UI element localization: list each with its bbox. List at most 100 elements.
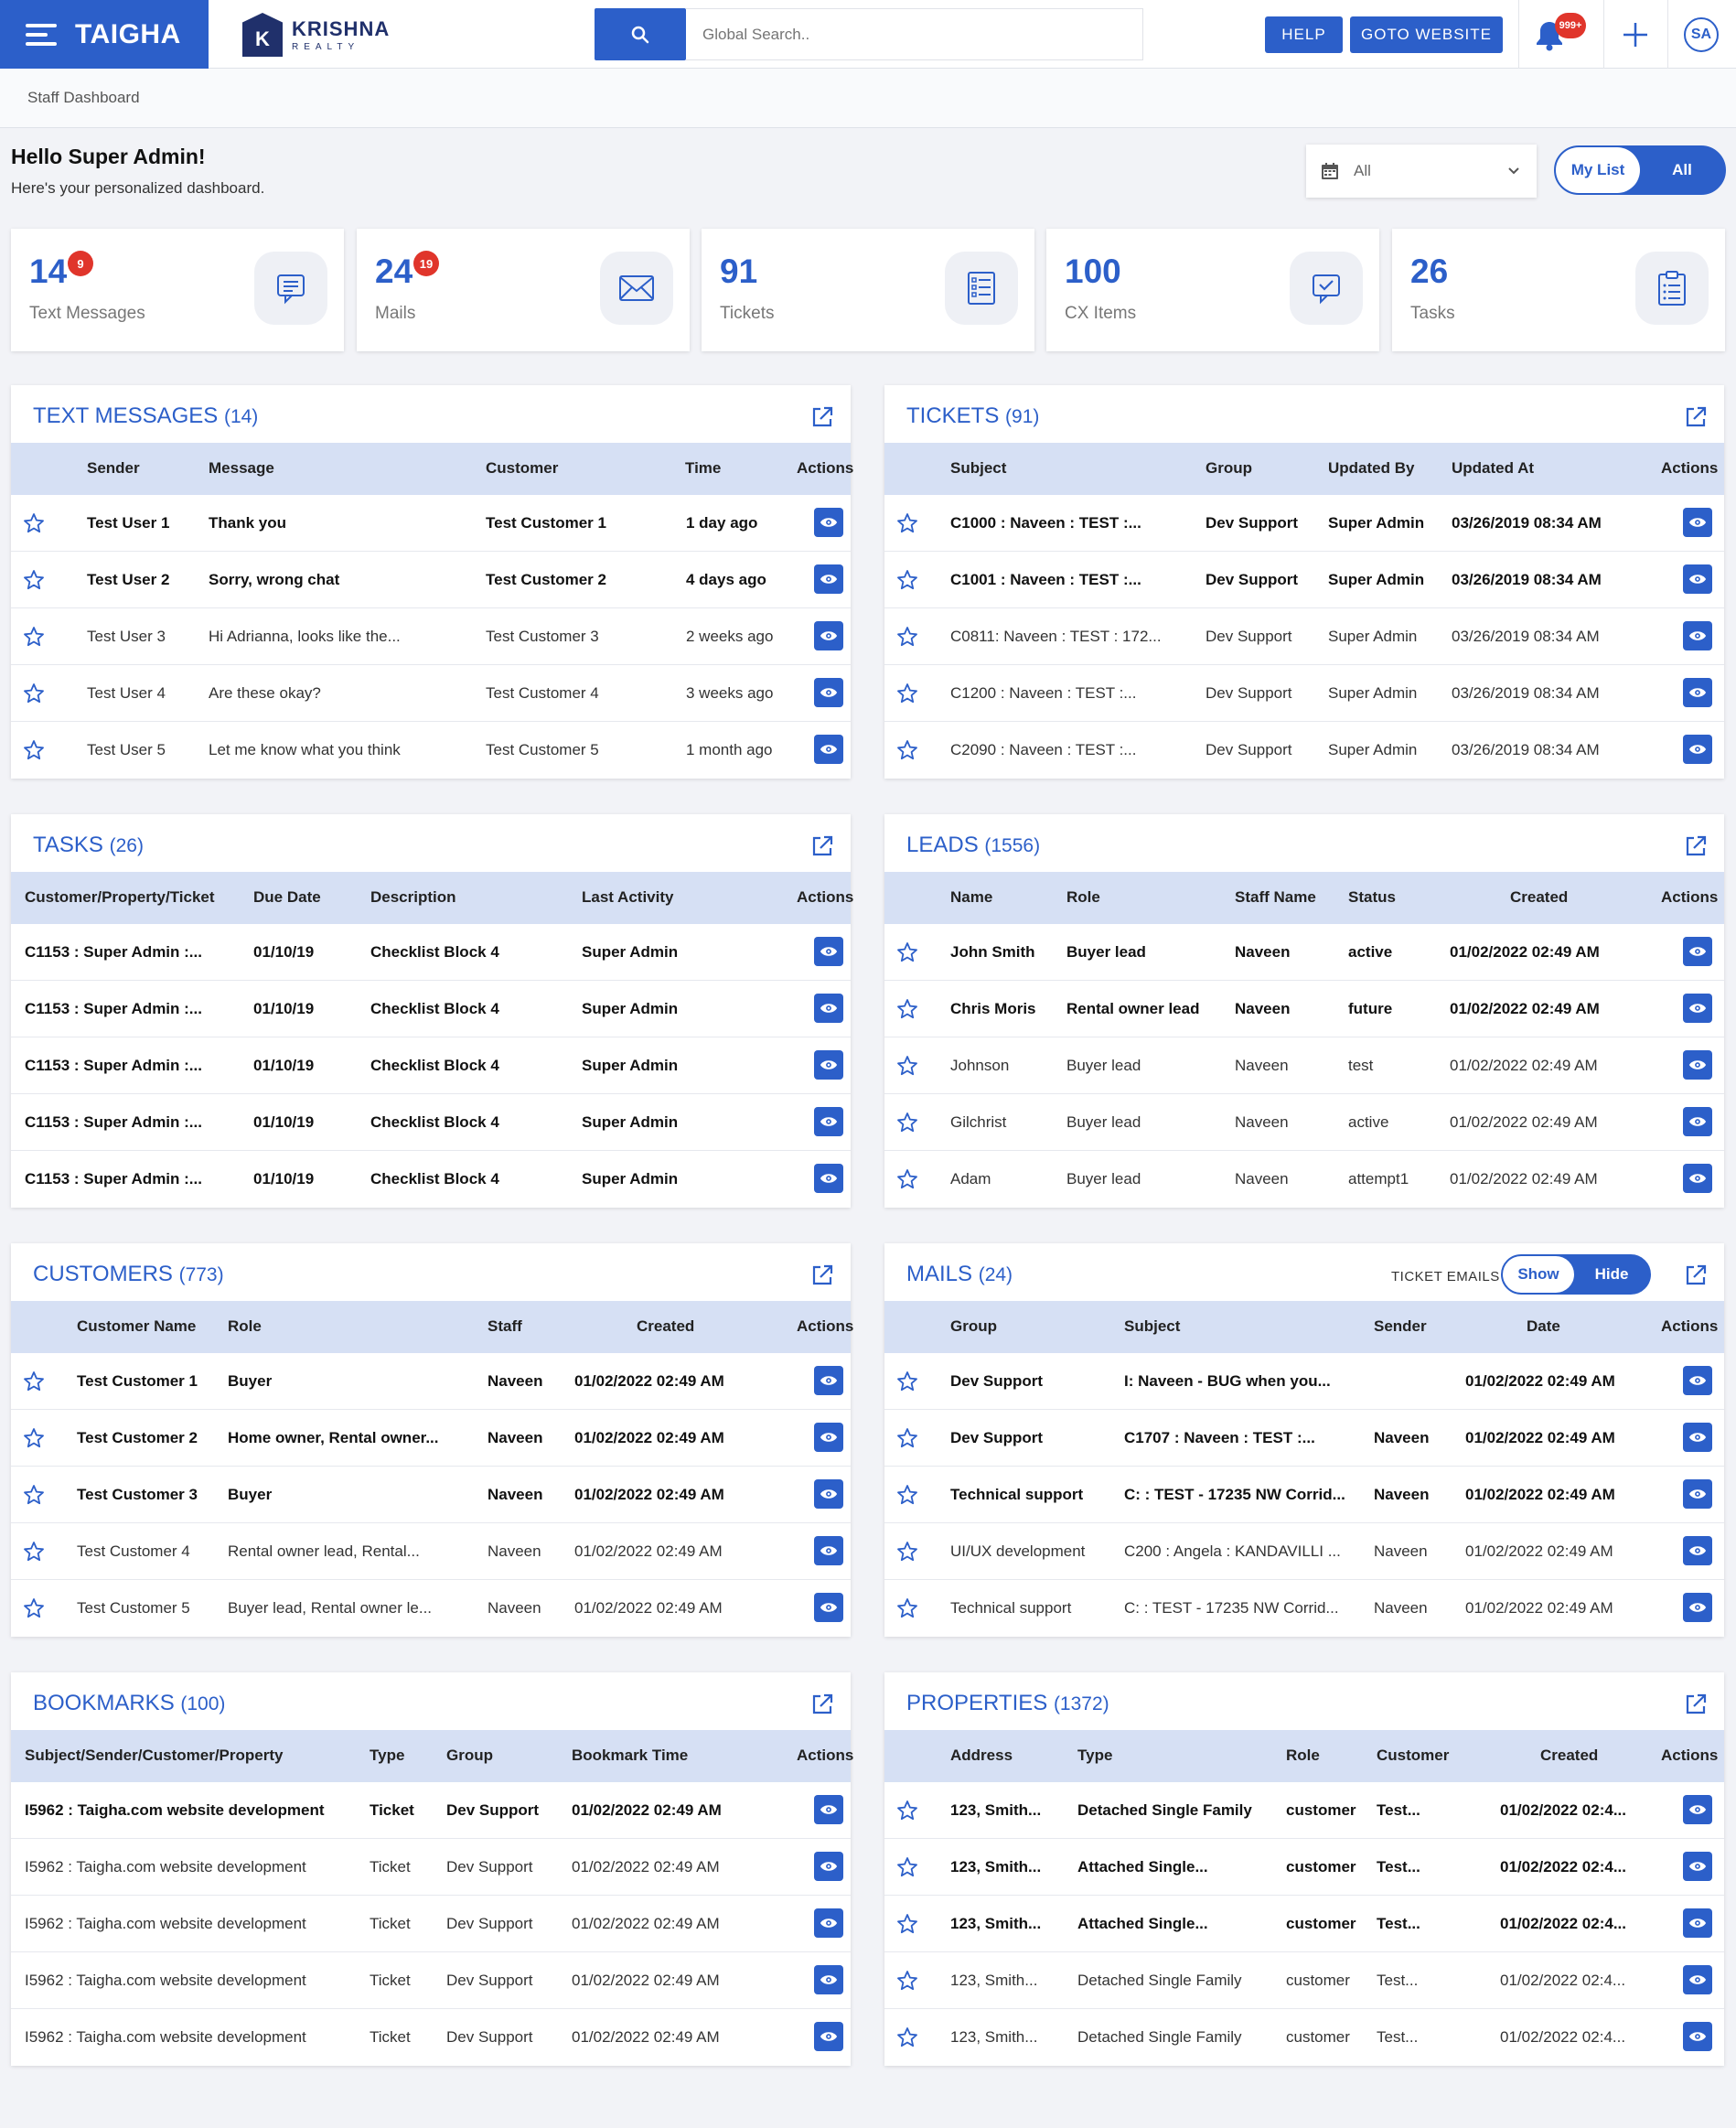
goto-website-button[interactable]: GOTO WEBSITE [1350, 16, 1503, 53]
star-icon[interactable] [896, 682, 918, 704]
my-list-option[interactable]: My List [1556, 147, 1640, 193]
all-option[interactable]: All [1672, 161, 1692, 178]
star-icon[interactable] [896, 1484, 918, 1506]
stat-card-tickets[interactable]: 91 Tickets [702, 229, 1034, 351]
table-row[interactable]: Technical support C: : TEST - 17235 NW Co… [884, 1580, 1724, 1637]
table-row[interactable]: 123, Smith... Attached Single... customer T… [884, 1839, 1724, 1896]
view-button[interactable] [1683, 1479, 1712, 1509]
view-button[interactable] [814, 1965, 843, 1994]
column-header[interactable]: Address [950, 1746, 1013, 1764]
column-header[interactable]: Updated By [1328, 459, 1415, 477]
view-button[interactable] [814, 1593, 843, 1622]
view-button[interactable] [1683, 1852, 1712, 1881]
open-external-icon[interactable] [1684, 1693, 1708, 1716]
view-button[interactable] [1683, 1107, 1712, 1136]
panel-title[interactable]: LEADS (1556) [906, 833, 1040, 858]
menu-icon[interactable] [26, 23, 57, 46]
open-external-icon[interactable] [810, 834, 834, 858]
column-header[interactable]: Customer [486, 459, 559, 477]
scope-select[interactable]: All [1306, 145, 1537, 198]
table-row[interactable]: I5962 : Taigha.com website development Ti… [11, 1952, 851, 2009]
view-button[interactable] [814, 1107, 843, 1136]
star-icon[interactable] [23, 1427, 45, 1449]
column-header[interactable]: Type [370, 1746, 405, 1764]
view-button[interactable] [814, 1050, 843, 1080]
view-button[interactable] [1683, 937, 1712, 966]
brand-logo[interactable]: TAIGHA [75, 18, 181, 49]
list-scope-toggle[interactable]: My List All [1554, 145, 1726, 195]
column-header[interactable]: Last Activity [582, 888, 674, 906]
star-icon[interactable] [23, 626, 45, 648]
star-icon[interactable] [23, 1484, 45, 1506]
column-header[interactable]: Subject/Sender/Customer/Property [25, 1746, 284, 1764]
column-header[interactable]: Role [228, 1317, 262, 1335]
table-row[interactable]: C1200 : Naveen : TEST :... Dev Support Sup… [884, 665, 1724, 722]
open-external-icon[interactable] [810, 405, 834, 429]
star-icon[interactable] [896, 1168, 918, 1190]
star-icon[interactable] [896, 1055, 918, 1077]
column-header[interactable]: Subject [950, 459, 1007, 477]
star-icon[interactable] [23, 1370, 45, 1392]
table-row[interactable]: Test Customer 3 Buyer Naveen 01/02/2022 02:… [11, 1467, 851, 1523]
open-external-icon[interactable] [1684, 1263, 1708, 1287]
table-row[interactable]: Technical support C: : TEST - 17235 NW Co… [884, 1467, 1724, 1523]
table-row[interactable]: Test User 5 Let me know what you think Tes… [11, 722, 851, 779]
open-external-icon[interactable] [810, 1693, 834, 1716]
table-row[interactable]: 123, Smith... Detached Single Family custo… [884, 2009, 1724, 2066]
star-icon[interactable] [896, 1800, 918, 1822]
star-icon[interactable] [896, 2026, 918, 2048]
column-header[interactable]: Group [446, 1746, 493, 1764]
help-button[interactable]: HELP [1265, 16, 1343, 53]
view-button[interactable] [814, 1366, 843, 1395]
panel-title[interactable]: TEXT MESSAGES (14) [33, 403, 258, 429]
table-row[interactable]: C1000 : Naveen : TEST :... Dev Support Sup… [884, 495, 1724, 552]
table-row[interactable]: 123, Smith... Detached Single Family custo… [884, 1782, 1724, 1839]
star-icon[interactable] [896, 626, 918, 648]
table-row[interactable]: Test Customer 2 Home owner, Rental owner.… [11, 1410, 851, 1467]
star-icon[interactable] [896, 1112, 918, 1134]
star-icon[interactable] [896, 569, 918, 591]
table-row[interactable]: I5962 : Taigha.com website development Ti… [11, 2009, 851, 2066]
column-header[interactable]: Description [370, 888, 456, 906]
table-row[interactable]: Dev Support C1707 : Naveen : TEST :... Nav… [884, 1410, 1724, 1467]
view-button[interactable] [1683, 1908, 1712, 1938]
column-header[interactable]: Actions [1661, 459, 1719, 477]
column-header[interactable]: Message [209, 459, 274, 477]
view-button[interactable] [814, 564, 843, 594]
column-header[interactable]: Customer Name [77, 1317, 197, 1335]
hide-option[interactable]: Hide [1594, 1265, 1629, 1283]
view-button[interactable] [1683, 1423, 1712, 1452]
view-button[interactable] [814, 621, 843, 650]
table-row[interactable]: Test Customer 4 Rental owner lead, Rental… [11, 1523, 851, 1580]
view-button[interactable] [814, 1852, 843, 1881]
panel-title[interactable]: TICKETS (91) [906, 403, 1039, 429]
avatar[interactable]: SA [1684, 17, 1719, 52]
column-header[interactable]: Actions [1661, 1317, 1719, 1335]
star-icon[interactable] [896, 512, 918, 534]
star-icon[interactable] [23, 1597, 45, 1619]
column-header[interactable]: Status [1348, 888, 1396, 906]
star-icon[interactable] [896, 739, 918, 761]
view-button[interactable] [814, 1479, 843, 1509]
panel-title[interactable]: MAILS (24) [906, 1262, 1013, 1287]
plus-icon[interactable] [1621, 20, 1650, 49]
star-icon[interactable] [896, 1970, 918, 1992]
column-header[interactable]: Staff [488, 1317, 522, 1335]
star-icon[interactable] [896, 1597, 918, 1619]
ticket-emails-toggle[interactable]: Show Hide [1501, 1254, 1651, 1295]
column-header[interactable]: Date [1527, 1317, 1560, 1335]
table-row[interactable]: C1153 : Super Admin :... 01/10/19 Checklis… [11, 924, 851, 981]
panel-title[interactable]: BOOKMARKS (100) [33, 1691, 225, 1716]
view-button[interactable] [1683, 1536, 1712, 1565]
table-row[interactable]: C1153 : Super Admin :... 01/10/19 Checklis… [11, 1151, 851, 1208]
star-icon[interactable] [23, 512, 45, 534]
stat-card-text-messages[interactable]: 14 9 Text Messages [11, 229, 344, 351]
table-row[interactable]: Test Customer 1 Buyer Naveen 01/02/2022 02:… [11, 1353, 851, 1410]
stat-card-mails[interactable]: 24 19 Mails [357, 229, 690, 351]
star-icon[interactable] [23, 1541, 45, 1563]
star-icon[interactable] [23, 739, 45, 761]
view-button[interactable] [814, 1908, 843, 1938]
view-button[interactable] [1683, 1795, 1712, 1824]
star-icon[interactable] [896, 1913, 918, 1935]
open-external-icon[interactable] [810, 1263, 834, 1287]
